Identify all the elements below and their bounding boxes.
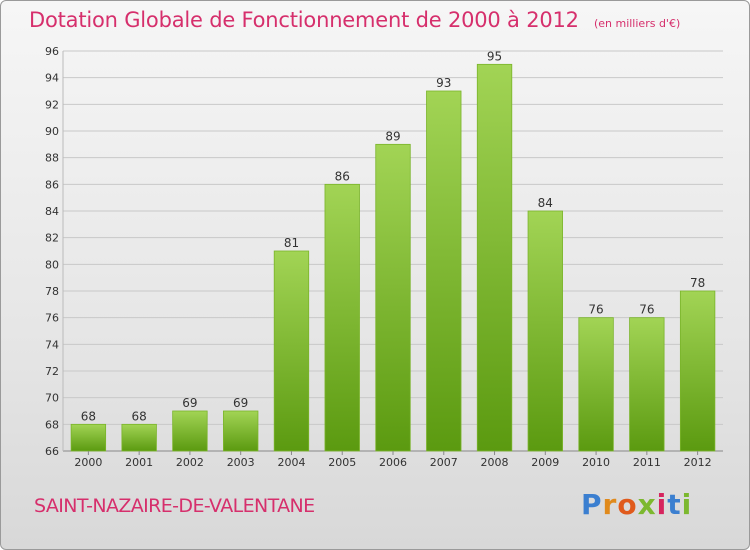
chart-subtitle: (en milliers d'€) [593,17,681,30]
commune-name: SAINT-NAZAIRE-DE-VALENTANE [34,495,315,517]
bar-2011 [629,317,665,452]
y-tick-label: 80 [45,258,59,271]
bars [70,63,716,452]
logo-letter: i [656,488,668,521]
bar-2001 [121,423,157,452]
data-label-2005: 86 [335,169,350,183]
y-tick-label: 90 [45,125,59,138]
data-label-2003: 69 [233,396,248,410]
x-tick-label: 2007 [430,456,458,469]
data-label-2012: 78 [690,276,705,290]
y-tick-label: 68 [45,418,59,431]
bar-2005 [324,183,360,452]
y-tick-label: 70 [45,392,59,405]
bar-2012 [679,290,716,452]
x-tick-label: 2004 [277,456,305,469]
x-tick-label: 2000 [74,456,102,469]
y-tick-label: 92 [45,98,59,111]
data-label-2006: 89 [385,129,400,143]
y-tick-label: 94 [45,72,59,85]
x-tick-label: 2010 [582,456,610,469]
bar-2004 [273,250,310,452]
data-label-2008: 95 [487,49,502,63]
x-tick-label: 2003 [227,456,255,469]
x-axis-ticks: 2000 2001 2002 2003 2004 2005 2006 2007 2008 2009… [74,451,712,469]
y-tick-label: 78 [45,285,59,298]
data-label-2004: 81 [284,236,299,250]
chart-title: Dotation Globale de Fonctionnement de 20… [29,8,579,32]
data-label-2000: 68 [81,409,96,423]
logo-letter: r [602,488,618,521]
x-tick-label: 2008 [481,456,509,469]
x-tick-label: 2011 [633,456,661,469]
y-tick-label: 96 [45,45,59,58]
bar-2009 [527,210,563,452]
bar-2002 [172,410,208,452]
data-label-2009: 84 [538,196,553,210]
data-label-2007: 93 [436,76,451,90]
data-label-2002: 69 [182,396,197,410]
y-tick-label: 76 [45,312,59,325]
y-axis-ticks: 66 68 70 72 74 76 78 80 82 84 86 88 90 92 94 96 [45,45,59,458]
data-label-2010: 76 [588,303,603,317]
logo-letter: t [667,488,682,521]
x-tick-label: 2005 [328,456,356,469]
bar-2006 [375,143,411,452]
x-tick-label: 2001 [125,456,153,469]
bar-2008 [476,63,513,452]
data-label-2011: 76 [639,303,654,317]
x-tick-label: 2012 [684,456,712,469]
bar-2010 [578,317,614,452]
bar-2000 [70,423,107,452]
logo-letter: P [581,488,603,521]
bar-2003 [223,410,259,452]
title-row: Dotation Globale de Fonctionnement de 20… [29,8,680,32]
data-label-2001: 68 [132,409,147,423]
logo-letter: i [681,488,693,521]
x-tick-label: 2006 [379,456,407,469]
y-tick-label: 66 [45,445,59,458]
y-tick-label: 82 [45,232,59,245]
y-tick-label: 88 [45,152,59,165]
logo-letter: o [617,488,638,521]
proxiti-logo[interactable]: Proxiti [581,488,692,521]
y-tick-label: 72 [45,365,59,378]
y-tick-label: 84 [45,205,59,218]
y-tick-label: 74 [45,338,59,351]
data-labels: 68 68 69 69 81 86 89 93 95 84 76 76 78 [81,49,706,423]
x-tick-label: 2002 [176,456,204,469]
y-tick-label: 86 [45,178,59,191]
x-tick-label: 2009 [531,456,559,469]
bar-2007 [426,90,462,452]
logo-letter: x [637,488,657,521]
